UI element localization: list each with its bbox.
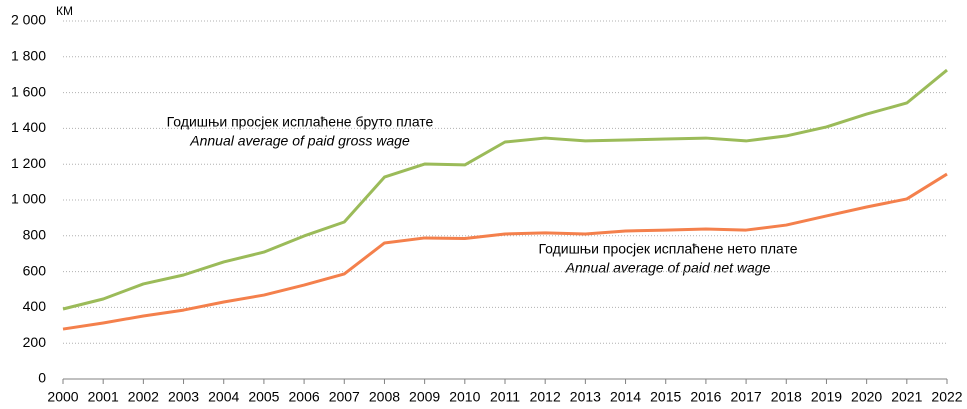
x-tick-label: 2002 bbox=[128, 389, 159, 405]
series-line bbox=[62, 172, 948, 331]
y-tick-label: 2 000 bbox=[11, 12, 46, 28]
net-label-en: Annual average of paid net wage bbox=[565, 260, 771, 276]
x-tick-label: 2022 bbox=[931, 389, 962, 405]
x-tick-label: 2013 bbox=[570, 389, 601, 405]
y-tick-label: 400 bbox=[23, 298, 47, 314]
x-tick-label: 2003 bbox=[168, 389, 199, 405]
y-tick-label: 1 000 bbox=[11, 191, 46, 207]
x-tick-label: 2005 bbox=[248, 389, 279, 405]
y-tick-label: 1 800 bbox=[11, 48, 46, 64]
y-tick-label: 1 200 bbox=[11, 155, 46, 171]
x-tick-label: 2001 bbox=[88, 389, 119, 405]
x-tick-label: 2015 bbox=[650, 389, 681, 405]
x-tick-label: 2016 bbox=[690, 389, 721, 405]
series-line bbox=[62, 68, 948, 311]
x-tick-label: 2021 bbox=[891, 389, 922, 405]
y-tick-label: 200 bbox=[23, 334, 47, 350]
x-tick-label: 2012 bbox=[530, 389, 561, 405]
x-tick-label: 2019 bbox=[811, 389, 842, 405]
y-tick-label: 0 bbox=[38, 370, 46, 386]
x-tick-label: 2017 bbox=[731, 389, 762, 405]
net-label: Годишњи просјек исплаћене нето плате bbox=[538, 241, 797, 257]
x-tick-label: 2007 bbox=[329, 389, 360, 405]
x-tick-label: 2006 bbox=[289, 389, 320, 405]
y-tick-label: 800 bbox=[23, 227, 47, 243]
gross-label: Годишњи просјек исплаћене бруто плате bbox=[167, 114, 434, 130]
y-tick-label: 600 bbox=[23, 262, 47, 278]
x-tick-label: 2009 bbox=[409, 389, 440, 405]
gross-label-en: Annual average of paid gross wage bbox=[189, 133, 410, 149]
x-tick-label: 2000 bbox=[47, 389, 78, 405]
x-tick-label: 2010 bbox=[449, 389, 480, 405]
x-tick-label: 2004 bbox=[208, 389, 239, 405]
unit-label: КМ bbox=[56, 4, 73, 18]
y-tick-label: 1 400 bbox=[11, 119, 46, 135]
x-tick-label: 2008 bbox=[369, 389, 400, 405]
y-tick-label: 1 600 bbox=[11, 83, 46, 99]
x-tick-label: 2011 bbox=[490, 389, 520, 405]
x-tick-label: 2014 bbox=[610, 389, 641, 405]
x-tick-label: 2020 bbox=[851, 389, 882, 405]
x-tick-label: 2018 bbox=[771, 389, 802, 405]
